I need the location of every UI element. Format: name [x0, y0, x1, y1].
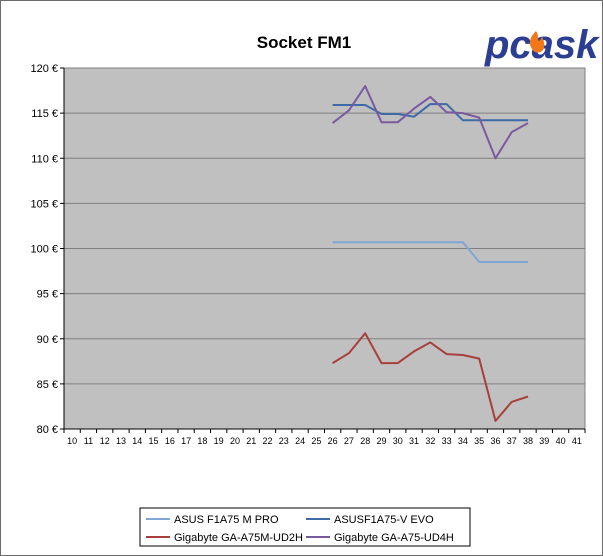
x-tick-label: 33 — [442, 436, 452, 446]
x-tick-label: 35 — [474, 436, 484, 446]
x-tick-label: 40 — [556, 436, 566, 446]
y-tick-label: 100 € — [30, 244, 58, 256]
y-axis: 80 € 85 € 90 € 95 € 100 € 105 € 110 € 115 € 120 … — [30, 63, 65, 436]
x-tick-label: 26 — [328, 436, 338, 446]
legend-label: Gigabyte GA-A75M-UD2H — [174, 532, 303, 544]
x-tick-label: 25 — [311, 436, 321, 446]
x-tick-label: 14 — [132, 436, 142, 446]
x-tick-label: 36 — [490, 436, 500, 446]
legend-label: ASUS F1A75 M PRO — [174, 514, 279, 526]
x-axis: 10 11 12 13 14 15 16 17 18 19 20 21 22 23 24 25 26 27 28 29… — [63, 428, 586, 446]
x-tick-label: 21 — [246, 436, 256, 446]
x-tick-label: 41 — [572, 436, 582, 446]
x-tick-label: 32 — [425, 436, 435, 446]
x-tick-label: 18 — [197, 436, 207, 446]
series-lines — [331, 85, 529, 422]
pcask-logo: pcask — [484, 23, 600, 67]
legend: ASUS F1A75 M PRO ASUSF1A75-V EVO Gigabyte … — [139, 507, 471, 547]
x-tick-label: 17 — [181, 436, 191, 446]
series-line — [332, 332, 529, 422]
y-tick-label: 115 € — [31, 108, 58, 120]
x-tick-label: 34 — [458, 436, 468, 446]
chart-title: Socket FM1 — [257, 33, 351, 52]
grid-lines — [64, 67, 585, 385]
x-tick-label: 20 — [230, 436, 240, 446]
series-line — [331, 85, 529, 160]
x-tick-label: 12 — [100, 436, 110, 446]
x-tick-label: 28 — [360, 436, 370, 446]
x-tick-label: 27 — [344, 436, 354, 446]
x-tick-label: 37 — [507, 436, 517, 446]
y-tick-label: 85 € — [37, 379, 58, 391]
x-tick-label: 15 — [149, 436, 159, 446]
x-tick-label: 38 — [523, 436, 533, 446]
x-tick-label: 22 — [263, 436, 273, 446]
x-tick-label: 13 — [116, 436, 126, 446]
x-tick-label: 16 — [165, 436, 175, 446]
series-line — [332, 241, 528, 263]
y-tick-label: 110 € — [31, 153, 58, 165]
x-tick-label: 19 — [214, 436, 224, 446]
legend-label: Gigabyte GA-A75-UD4H — [334, 532, 454, 544]
x-tick-label: 29 — [376, 436, 386, 446]
legend-box — [139, 507, 471, 547]
x-tick-label: 11 — [84, 436, 93, 446]
x-tick-label: 24 — [295, 436, 305, 446]
flame-icon — [529, 31, 545, 53]
y-tick-label: 80 € — [37, 424, 58, 436]
x-tick-label: 39 — [539, 436, 549, 446]
x-tick-label: 10 — [67, 436, 77, 446]
y-tick-label: 105 € — [30, 198, 58, 210]
x-tick-label: 30 — [393, 436, 403, 446]
y-tick-label: 90 € — [37, 334, 58, 346]
x-tick-label: 31 — [409, 436, 419, 446]
series-line — [332, 103, 528, 122]
x-tick-label: 23 — [279, 436, 289, 446]
legend-label: ASUSF1A75-V EVO — [334, 514, 434, 526]
y-tick-label: 95 € — [37, 289, 58, 301]
y-tick-label: 120 € — [30, 63, 58, 75]
